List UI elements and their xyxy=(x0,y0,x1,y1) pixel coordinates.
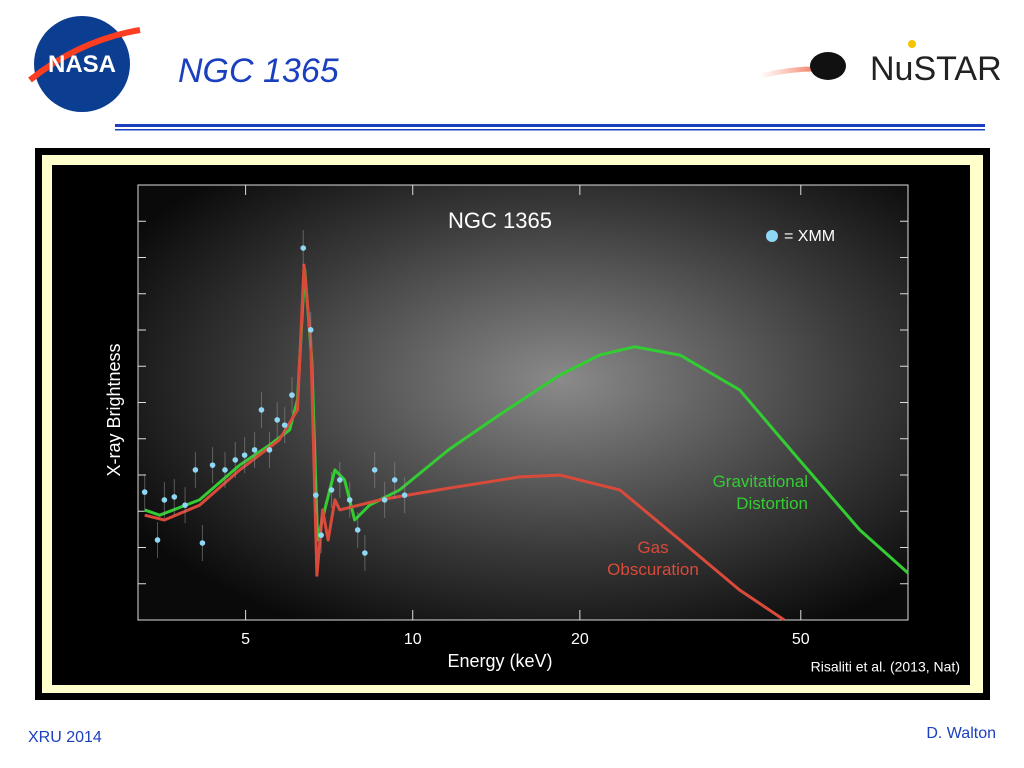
footer-right: D. Walton xyxy=(926,725,996,742)
plot-area xyxy=(137,184,909,621)
nasa-swoosh xyxy=(28,27,141,83)
xmm-point xyxy=(161,497,168,503)
xmm-point xyxy=(154,537,161,543)
xmm-point xyxy=(192,467,199,473)
xmm-point xyxy=(307,327,314,333)
y-axis-label: X-ray Brightness xyxy=(104,343,124,476)
nustar-text: NuSTAR xyxy=(870,50,1002,88)
line-series xyxy=(144,263,786,622)
series-label: Gravitational Distortion xyxy=(712,472,808,513)
xmm-point xyxy=(318,532,324,538)
xmm-point xyxy=(281,422,288,428)
xmm-point xyxy=(251,447,258,453)
chart-title: NGC 1365 xyxy=(448,208,552,233)
xmm-point xyxy=(274,417,280,423)
xmm-point xyxy=(232,457,239,463)
legend-marker xyxy=(766,230,778,242)
xmm-point xyxy=(391,477,398,483)
xmm-point xyxy=(354,527,361,533)
nasa-text: NASA xyxy=(48,51,116,78)
xmm-point xyxy=(258,407,265,413)
xmm-point xyxy=(266,447,273,453)
legend-label: = XMM xyxy=(784,228,835,245)
xmm-point xyxy=(381,497,388,503)
xmm-point xyxy=(182,502,188,508)
x-tick-label: 50 xyxy=(792,631,810,648)
xmm-point xyxy=(222,467,228,473)
xmm-point xyxy=(337,477,343,483)
x-tick-label: 10 xyxy=(404,631,422,648)
xmm-point xyxy=(371,467,378,473)
xmm-point xyxy=(313,492,319,498)
xmm-point xyxy=(209,462,216,468)
xmm-point xyxy=(289,392,295,398)
series-label: Gas Obscuration xyxy=(607,538,699,579)
xmm-point xyxy=(241,452,248,458)
xmm-point xyxy=(141,489,148,495)
x-tick-label: 20 xyxy=(571,631,589,648)
slide-title: NGC 1365 xyxy=(178,52,339,90)
xmm-point xyxy=(171,494,178,500)
xmm-point xyxy=(362,550,368,556)
xmm-point xyxy=(346,497,353,503)
nustar-dot xyxy=(908,40,916,48)
footer-left: XRU 2014 xyxy=(28,729,102,746)
xmm-point xyxy=(328,487,335,493)
x-tick-label: 5 xyxy=(241,631,250,648)
x-axis-label: Energy (keV) xyxy=(447,651,552,671)
rule xyxy=(115,124,985,127)
rule xyxy=(115,129,985,131)
nustar-globe xyxy=(810,52,846,80)
xmm-point xyxy=(199,540,206,546)
xmm-point xyxy=(300,245,307,251)
credit: Risaliti et al. (2013, Nat) xyxy=(811,659,960,675)
xmm-point xyxy=(401,492,408,498)
